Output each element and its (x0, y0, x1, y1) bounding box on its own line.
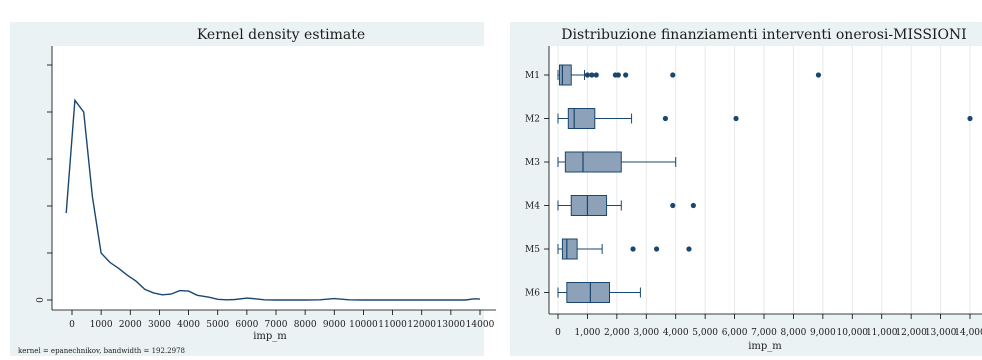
boxplot-row: M2 (525, 108, 973, 129)
boxplot-outlier-point (584, 72, 591, 78)
boxplot-outlier-point (670, 202, 676, 209)
boxplot-category-label: M5 (525, 245, 540, 255)
kde-note: kernel = epanechnikov, bandwidth = 192.2… (18, 347, 185, 355)
boxplot-outlier-point (733, 115, 739, 122)
boxplot-x-tick-label: 8,000 (781, 328, 807, 338)
boxplot-x-tick-label: 7,000 (751, 328, 777, 338)
boxplot-row: M3 (525, 151, 677, 173)
boxplot-plot-area (549, 46, 982, 314)
boxplot-outlier-point (630, 246, 636, 252)
boxplot-category-label: M2 (525, 115, 540, 125)
boxplot-x-tick-label: 11,000 (866, 328, 898, 338)
boxplot-row: M5 (525, 238, 692, 260)
boxplot-category-label: M6 (525, 289, 540, 299)
kde-x-tick-label: 11000 (378, 320, 407, 330)
kde-y-tick-label: 0 (36, 297, 46, 303)
kde-title: Kernel density estimate (197, 27, 365, 43)
boxplot-outlier-point (653, 246, 660, 252)
boxplot-box (558, 64, 572, 86)
boxplot-outlier-point (589, 72, 595, 78)
boxplot-panel: Distribuzione finanziamenti interventi o… (510, 22, 982, 356)
boxplot-title: Distribuzione finanziamenti interventi o… (561, 27, 966, 43)
kde-x-tick-label: 2000 (119, 320, 142, 330)
boxplot-outlier-point (670, 72, 676, 78)
kde-x-tick-label: 6000 (235, 320, 258, 330)
boxplot-outlier-point (967, 115, 973, 122)
kde-x-tick-label: 12000 (407, 320, 436, 330)
boxplot-box (570, 195, 608, 216)
kde-x-tick-label: 7000 (265, 320, 288, 330)
boxplot-box (567, 108, 596, 129)
kde-x-ticks: 0 1000 2000 3000 4000 5000 6000 7000 8000 9000 100… (69, 310, 495, 330)
boxplot-x-tick-label: 5,000 (692, 328, 718, 338)
boxplot-x-tick-label: 0 (555, 328, 561, 338)
boxplot-x-tick-label: 10,000 (837, 328, 869, 338)
boxplot-x-axis-label: imp_m (748, 341, 782, 352)
boxplot-category-label: M1 (525, 71, 540, 81)
kde-x-tick-label: 3000 (148, 320, 171, 330)
boxplot-row: M1 (525, 64, 822, 86)
kde-y-ticks: 0 (36, 64, 52, 303)
boxplot-x-tick-label: 13,000 (925, 328, 957, 338)
boxplot-outlier-point (686, 246, 692, 252)
boxplot-outlier-point (662, 115, 669, 122)
kde-x-tick-label: 5000 (206, 320, 229, 330)
boxplot-outlier-point (615, 72, 621, 78)
boxplot-x-tick-label: 12,000 (895, 328, 927, 338)
boxplot-x-tick-label: 14,000 (954, 328, 982, 338)
boxplot-box (561, 238, 578, 260)
boxplot-box (566, 282, 610, 303)
kde-x-tick-label: 4000 (177, 320, 200, 330)
boxplot-row: M4 (525, 195, 696, 216)
kde-panel: Kernel density estimate 0 0 1000 2000 3000 4… (10, 22, 496, 356)
boxplot-x-tick-label: 4,000 (663, 328, 689, 338)
boxplot-x-tick-label: 1,000 (575, 328, 601, 338)
boxplot-category-label: M4 (525, 202, 540, 212)
kde-x-tick-label: 13000 (437, 320, 466, 330)
boxplot-outlier-point (623, 72, 629, 78)
kde-density-line (65, 98, 481, 301)
boxplot-x-tick-label: 2,000 (604, 328, 630, 338)
boxplot-x-tick-label: 6,000 (722, 328, 748, 338)
boxplot-outlier-point (815, 72, 822, 78)
kde-x-axis-label: imp_m (253, 331, 287, 342)
boxplot-x-ticks: 0 1,000 2,000 3,000 4,000 5,000 6,000 7,000 8,00… (555, 314, 982, 338)
boxplot-category-label: M3 (525, 158, 540, 168)
boxplot-outlier-point (593, 72, 599, 78)
boxplot-rows: M1 M2 M3 M4 M5 M6 (525, 64, 973, 303)
boxplot-x-tick-label: 9,000 (810, 328, 836, 338)
kde-x-tick-label: 1000 (90, 320, 113, 330)
boxplot-gridlines (557, 46, 971, 314)
boxplot-outlier-point (690, 202, 696, 209)
kde-x-tick-label: 0 (69, 320, 75, 330)
kde-x-tick-label: 10000 (349, 320, 378, 330)
boxplot-row: M6 (525, 282, 641, 303)
kde-x-tick-label: 9000 (323, 320, 346, 330)
boxplot-box (564, 151, 622, 173)
boxplot-x-tick-label: 3,000 (633, 328, 659, 338)
kde-x-tick-label: 14000 (466, 320, 495, 330)
kde-x-tick-label: 8000 (294, 320, 317, 330)
kde-plot-area (52, 46, 496, 310)
